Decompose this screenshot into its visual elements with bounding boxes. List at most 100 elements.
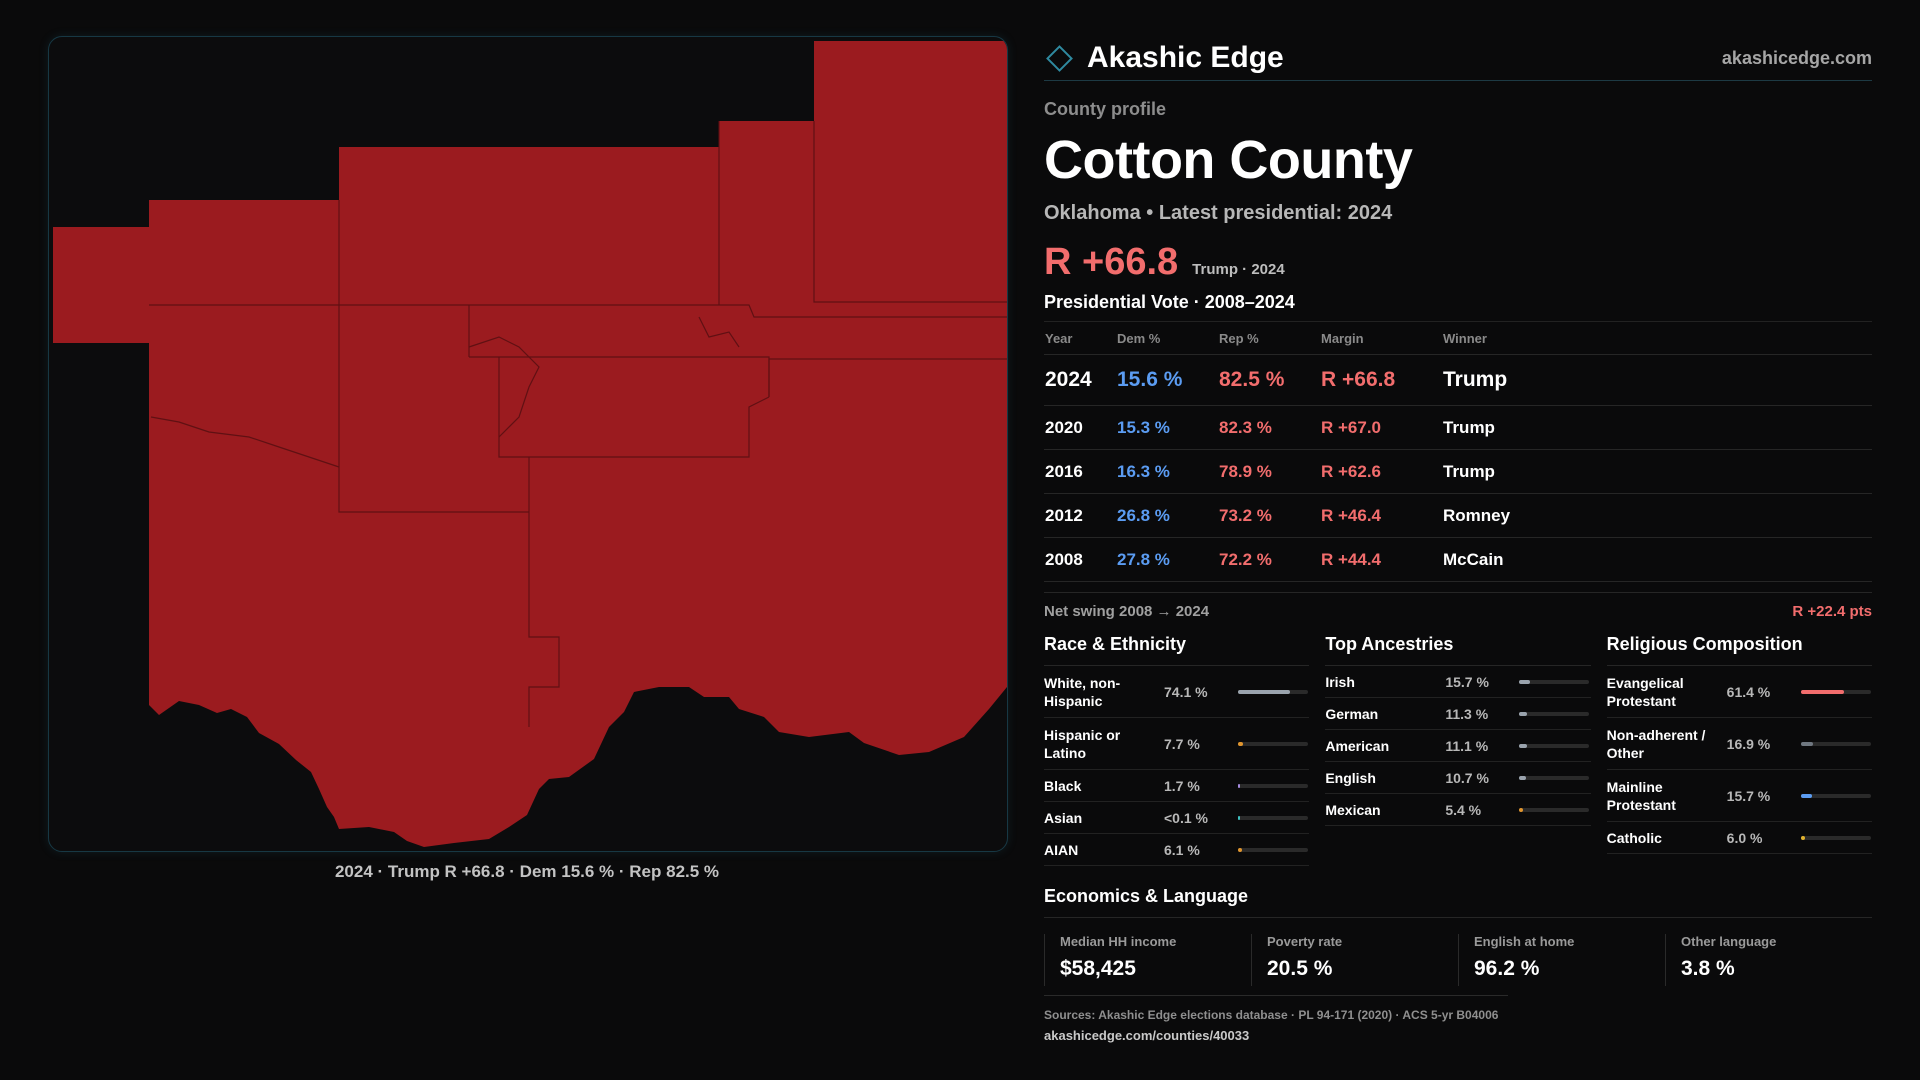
col-header-year: Year xyxy=(1044,322,1116,355)
cell-dem: 26.8 % xyxy=(1116,493,1218,538)
stat-bar-fill xyxy=(1238,741,1243,746)
table-row: 2020 15.3 % 82.3 % R +67.0 Trump xyxy=(1044,405,1872,450)
stat-label: Irish xyxy=(1325,673,1355,690)
headline-margin: R +66.8 xyxy=(1044,241,1179,283)
net-swing-label: Net swing 2008 → 2024 xyxy=(1044,603,1210,620)
stat-value: 11.3 % xyxy=(1445,705,1489,722)
stat-value: 7.7 % xyxy=(1164,735,1200,752)
econ-english-at-home: English at home 96.2 % xyxy=(1458,934,1650,986)
list-item: AIAN 6.1 % xyxy=(1044,834,1310,866)
econ-label: Median HH income xyxy=(1060,934,1177,949)
col-header-margin: Margin xyxy=(1320,322,1442,355)
stat-label: Evangelical Protestant xyxy=(1606,674,1684,709)
stat-value: <0.1 % xyxy=(1164,809,1208,826)
table-row: 2016 16.3 % 78.9 % R +62.6 Trump xyxy=(1044,449,1872,494)
diamond-icon xyxy=(1046,44,1073,72)
vote-table: Year Dem % Rep % Margin Winner 2024 15.6… xyxy=(1044,322,1872,582)
stat-value: 5.4 % xyxy=(1445,801,1482,818)
stat-bar xyxy=(1519,679,1590,684)
econ-label: Poverty rate xyxy=(1267,934,1343,949)
stat-bar xyxy=(1238,815,1308,820)
list-item: Mainline Protestant 15.7 % xyxy=(1606,770,1872,822)
stat-bar xyxy=(1519,807,1590,812)
stat-value: 15.7 % xyxy=(1445,673,1489,690)
econ-value: $58,425 xyxy=(1060,957,1136,980)
econ-median-income: Median HH income $58,425 xyxy=(1044,934,1236,986)
cell-winner: Trump xyxy=(1442,354,1872,406)
county-map[interactable] xyxy=(48,36,1008,852)
cell-dem: 27.8 % xyxy=(1116,537,1218,582)
county-shape[interactable] xyxy=(53,41,1007,847)
stat-value: 16.9 % xyxy=(1726,735,1771,752)
stat-value: 1.7 % xyxy=(1164,777,1200,794)
stat-bar-fill xyxy=(1800,793,1812,798)
stat-bar xyxy=(1800,689,1871,694)
cell-rep: 72.2 % xyxy=(1218,537,1320,582)
col-header-dem: Dem % xyxy=(1116,322,1218,355)
stat-label: Asian xyxy=(1044,809,1083,826)
stat-bar-fill xyxy=(1519,743,1528,748)
stat-bar xyxy=(1800,741,1871,746)
stat-bar-fill xyxy=(1800,689,1844,694)
cell-rep: 73.2 % xyxy=(1218,493,1320,538)
stat-label: Black xyxy=(1044,777,1082,794)
econ-value: 20.5 % xyxy=(1267,957,1333,980)
stat-bar-fill xyxy=(1519,711,1528,716)
stat-label: Non-adherent / Other xyxy=(1606,726,1706,761)
stat-bar xyxy=(1519,711,1590,716)
cell-year: 2024 xyxy=(1044,354,1116,406)
list-item: Evangelical Protestant 61.4 % xyxy=(1606,666,1872,718)
stat-bar-fill xyxy=(1238,847,1242,852)
stat-bar xyxy=(1800,835,1871,840)
table-row: 2012 26.8 % 73.2 % R +46.4 Romney xyxy=(1044,493,1872,538)
net-swing-value: R +22.4 pts xyxy=(1792,603,1872,620)
stat-value: 6.1 % xyxy=(1164,841,1200,858)
stat-value: 74.1 % xyxy=(1164,683,1208,700)
list-item: Non-adherent / Other 16.9 % xyxy=(1606,718,1872,770)
stat-label: White, non-Hispanic xyxy=(1044,674,1121,709)
cell-margin: R +44.4 xyxy=(1320,537,1442,582)
stat-value: 10.7 % xyxy=(1445,769,1489,786)
cell-margin: R +66.8 xyxy=(1320,354,1442,406)
list-item: Black 1.7 % xyxy=(1044,770,1310,802)
econ-poverty-rate: Poverty rate 20.5 % xyxy=(1251,934,1443,986)
cell-dem: 15.3 % xyxy=(1116,405,1218,450)
econ-other-language: Other language 3.8 % xyxy=(1665,934,1857,986)
county-profile-panel: Akashic Edge akashicedge.com County prof… xyxy=(1044,36,1872,986)
cell-rep: 82.5 % xyxy=(1218,354,1320,406)
race-ethnicity-section: Race & Ethnicity White, non-Hispanic 74.… xyxy=(1044,634,1310,866)
list-item: Irish 15.7 % xyxy=(1325,666,1591,698)
stat-label: Catholic xyxy=(1606,829,1662,846)
sources-url-link[interactable]: akashicedge.com/counties/40033 xyxy=(1044,1028,1250,1043)
demographics-columns: Race & Ethnicity White, non-Hispanic 74.… xyxy=(1044,634,1872,866)
econ-value: 96.2 % xyxy=(1474,957,1540,980)
list-item: White, non-Hispanic 74.1 % xyxy=(1044,666,1310,718)
list-item: Hispanic or Latino 7.7 % xyxy=(1044,718,1310,770)
cell-year: 2012 xyxy=(1044,493,1116,538)
sources-text: Sources: Akashic Edge elections database… xyxy=(1044,1008,1499,1022)
vote-table-header: Year Dem % Rep % Margin Winner xyxy=(1044,322,1872,355)
economics-title: Economics & Language xyxy=(1044,886,1872,918)
stat-bar xyxy=(1519,743,1590,748)
cell-year: 2020 xyxy=(1044,405,1116,450)
stat-label: Hispanic or Latino xyxy=(1044,726,1121,761)
economics-grid: Median HH income $58,425 Poverty rate 20… xyxy=(1044,934,1872,986)
cell-dem: 16.3 % xyxy=(1116,449,1218,494)
econ-label: English at home xyxy=(1474,934,1575,949)
econ-label: Other language xyxy=(1681,934,1777,949)
col-header-rep: Rep % xyxy=(1218,322,1320,355)
stat-value: 15.7 % xyxy=(1726,787,1771,804)
stat-value: 61.4 % xyxy=(1726,683,1771,700)
col-header-winner: Winner xyxy=(1442,322,1872,355)
brand-header: Akashic Edge akashicedge.com xyxy=(1044,36,1872,81)
brand-url-link[interactable]: akashicedge.com xyxy=(1721,47,1872,68)
brand[interactable]: Akashic Edge xyxy=(1044,41,1284,75)
race-ethnicity-title: Race & Ethnicity xyxy=(1044,634,1310,666)
cell-winner: Trump xyxy=(1442,405,1872,450)
stat-bar xyxy=(1238,847,1308,852)
stat-label: English xyxy=(1325,769,1376,786)
stat-bar xyxy=(1519,775,1590,780)
county-map-svg xyxy=(53,41,1007,847)
stat-bar xyxy=(1238,689,1308,694)
list-item: Catholic 6.0 % xyxy=(1606,822,1872,854)
